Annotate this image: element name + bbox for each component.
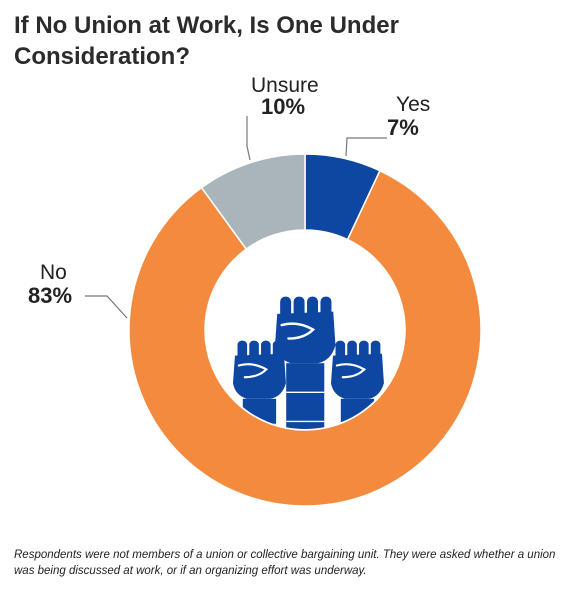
fist-left — [233, 339, 286, 429]
leader-line-yes — [345, 137, 387, 157]
chart-title: If No Union at Work, Is One Under Consid… — [14, 12, 399, 70]
fist-center — [275, 295, 336, 429]
slice-value-unsure: 10% — [261, 94, 305, 119]
slice-unsure — [200, 153, 306, 251]
donut-slices — [128, 153, 482, 507]
chart-footnote: Respondents were not members of a union … — [14, 549, 556, 577]
slice-label-no: No — [40, 261, 67, 284]
leader-line-no — [85, 295, 128, 319]
raised-fists-icon — [233, 295, 384, 429]
leader-line-unsure — [246, 116, 251, 161]
slice-no — [128, 169, 482, 507]
slice-label-unsure: Unsure — [251, 74, 319, 97]
slice-value-yes: 7% — [387, 115, 419, 140]
label-leader-lines — [85, 116, 387, 319]
slice-value-no: 83% — [28, 283, 72, 308]
slice-label-yes: Yes — [396, 93, 430, 116]
